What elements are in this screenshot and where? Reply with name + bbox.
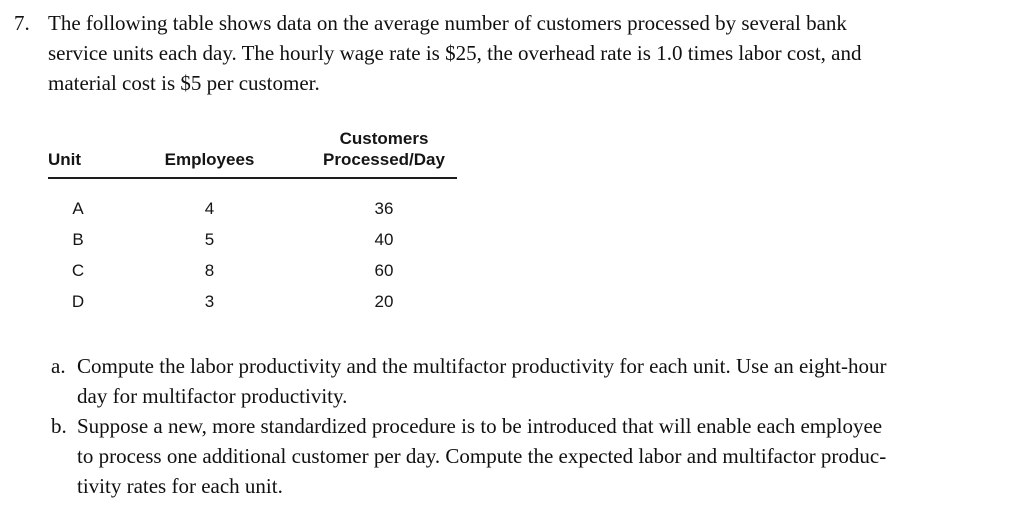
cell-customers: 20: [374, 292, 394, 311]
table-row: D 3 20: [48, 286, 457, 317]
table-row: A 4 36: [48, 193, 457, 224]
cell-employees: 3: [204, 292, 215, 311]
column-header-employees: Employees: [164, 150, 255, 169]
problem-intro-text: The following table shows data on the av…: [48, 11, 862, 95]
problem-number: 7.: [14, 11, 30, 35]
table-header-row: Unit Employees Customers Processed/Day: [48, 128, 457, 179]
problem-parts: a. Compute the labor productivity and th…: [48, 351, 1024, 501]
cell-employees: 4: [204, 199, 215, 218]
problem-7: 7. The following table shows data on the…: [0, 8, 1024, 501]
table-row: C 8 60: [48, 255, 457, 286]
part-b-text: Suppose a new, more standardized procedu…: [77, 414, 887, 498]
cell-unit: D: [71, 292, 85, 311]
table-row: B 5 40: [48, 224, 457, 255]
problem-body: The following table shows data on the av…: [48, 8, 1024, 501]
cell-employees: 8: [204, 261, 215, 280]
cell-unit: B: [72, 230, 84, 249]
part-a-text: Compute the labor productivity and the m…: [77, 354, 887, 408]
customers-table: Unit Employees Customers Processed/Day A…: [48, 128, 1024, 317]
column-header-unit: Unit: [48, 150, 82, 169]
part-a-label: a.: [51, 354, 66, 378]
cell-unit: C: [71, 261, 85, 280]
cell-customers: 40: [374, 230, 394, 249]
cell-employees: 5: [204, 230, 215, 249]
cell-unit: A: [72, 199, 84, 218]
part-b-label: b.: [51, 414, 67, 438]
table-body: A 4 36 B 5 40 C 8 60 D: [48, 193, 1024, 317]
part-b: b. Suppose a new, more standardized proc…: [48, 411, 1024, 501]
column-header-customers-processed: Customers Processed/Day: [323, 129, 445, 169]
part-a: a. Compute the labor productivity and th…: [48, 351, 1024, 411]
cell-customers: 36: [374, 199, 394, 218]
cell-customers: 60: [374, 261, 394, 280]
